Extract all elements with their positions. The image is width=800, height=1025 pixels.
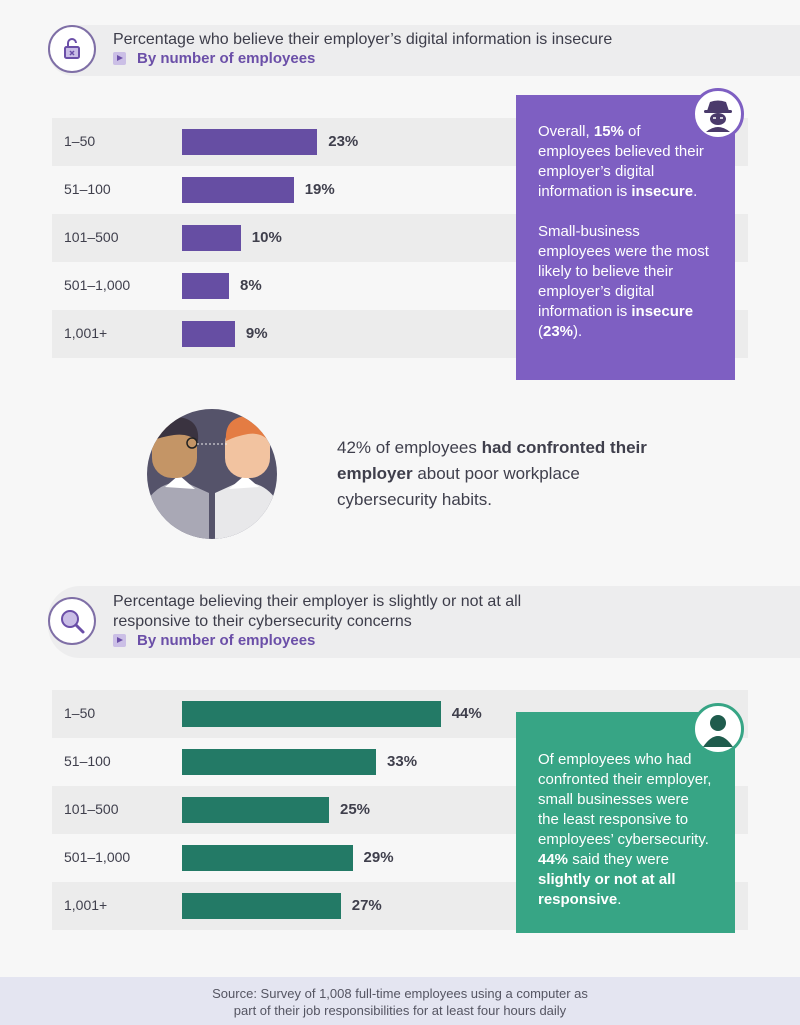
source-line2: part of their job responsibilities for a… bbox=[233, 1003, 567, 1018]
bar-value-label: 29% bbox=[363, 849, 394, 866]
category-label: 51–100 bbox=[64, 753, 111, 769]
section1-title: Percentage who believe their employer’s … bbox=[113, 31, 613, 48]
user-icon bbox=[692, 703, 744, 755]
bar bbox=[182, 225, 241, 251]
confronted-employer-statement: 42% of employees had confronted their em… bbox=[337, 438, 647, 509]
bar-value-label: 9% bbox=[245, 325, 268, 342]
source-line1: Source: Survey of 1,008 full-time employ… bbox=[212, 986, 588, 1001]
callout2-box: Of employees who had confronted their em… bbox=[516, 712, 735, 933]
play-square-icon bbox=[113, 634, 126, 647]
bar-value-label: 8% bbox=[240, 277, 262, 294]
source-footer: Source: Survey of 1,008 full-time employ… bbox=[0, 977, 800, 1025]
bar bbox=[182, 273, 230, 299]
section2-header bbox=[48, 586, 800, 658]
play-square-icon bbox=[113, 52, 126, 65]
bar bbox=[182, 701, 441, 727]
section1-subtitle: By number of employees bbox=[113, 50, 315, 67]
bar-value-label: 10% bbox=[251, 229, 282, 246]
section1-subtitle-text: By number of employees bbox=[137, 50, 316, 67]
bar-value-label: 44% bbox=[451, 705, 482, 722]
callout1-para2: Small-business employees were the most l… bbox=[538, 223, 709, 340]
bar bbox=[182, 893, 341, 919]
bar bbox=[182, 749, 377, 775]
chart2-row: 1–50 44% bbox=[52, 690, 748, 738]
bar-value-label: 27% bbox=[351, 897, 382, 914]
hacker-icon bbox=[692, 88, 744, 140]
category-label: 1,001+ bbox=[64, 897, 108, 913]
section2-subtitle: By number of employees bbox=[113, 632, 315, 649]
bar bbox=[182, 177, 294, 203]
bar bbox=[182, 321, 235, 347]
callout1-box: Overall, 15% of employees believed their… bbox=[516, 95, 735, 380]
callout2-para: Of employees who had confronted their em… bbox=[538, 751, 712, 908]
category-label: 501–1,000 bbox=[64, 277, 131, 293]
category-label: 101–500 bbox=[64, 801, 119, 817]
category-label: 51–100 bbox=[64, 181, 111, 197]
section2-title-line2: responsive to their cybersecurity concer… bbox=[113, 613, 412, 630]
bar-value-label: 25% bbox=[340, 801, 371, 818]
two-people-confronting-illustration bbox=[147, 409, 277, 539]
section2-subtitle-text: By number of employees bbox=[137, 632, 316, 649]
bar-value-label: 23% bbox=[328, 133, 359, 150]
bar bbox=[182, 129, 318, 155]
bar bbox=[182, 797, 329, 823]
category-label: 101–500 bbox=[64, 229, 119, 245]
category-label: 501–1,000 bbox=[64, 849, 131, 865]
bar bbox=[182, 845, 353, 871]
section1-header bbox=[48, 25, 800, 76]
magnifier-icon bbox=[48, 597, 96, 645]
category-label: 1–50 bbox=[64, 133, 96, 149]
section2-title-line1: Percentage believing their employer is s… bbox=[113, 593, 522, 610]
category-label: 1–50 bbox=[64, 705, 96, 721]
callout1-para1: Overall, 15% of employees believed their… bbox=[538, 123, 704, 200]
bar-value-label: 19% bbox=[304, 181, 335, 198]
bar-value-label: 33% bbox=[387, 753, 418, 770]
category-label: 1,001+ bbox=[64, 325, 108, 341]
padlock-icon bbox=[48, 25, 96, 73]
